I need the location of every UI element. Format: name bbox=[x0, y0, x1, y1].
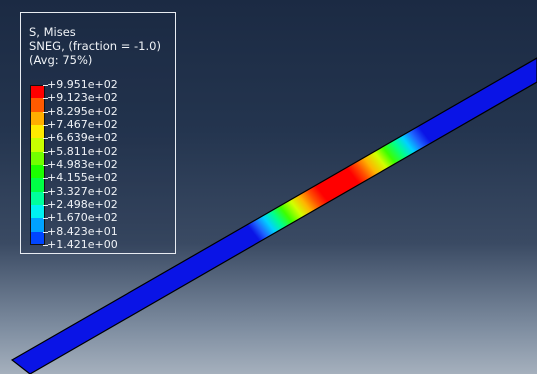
contour-tick-label: +6.639e+02 bbox=[47, 131, 118, 145]
contour-tick-label: +8.423e+01 bbox=[47, 224, 118, 238]
mesh-strip[interactable] bbox=[10, 57, 537, 374]
contour-tick-mark bbox=[43, 85, 48, 86]
contour-tick-mark bbox=[43, 204, 48, 206]
legend-variable-title: S, Mises bbox=[29, 25, 76, 39]
contour-tick-mark bbox=[43, 244, 48, 246]
contour-tick-label: +9.123e+02 bbox=[47, 91, 118, 105]
contour-tick-mark bbox=[43, 191, 48, 193]
contour-band bbox=[30, 85, 45, 99]
contour-tick-mark bbox=[43, 151, 48, 153]
contour-tick-label: +2.498e+02 bbox=[47, 197, 118, 211]
contour-band bbox=[30, 138, 45, 152]
contour-tick-label: +3.327e+02 bbox=[47, 184, 118, 198]
legend-averaging-title: (Avg: 75%) bbox=[29, 53, 93, 67]
contour-band bbox=[30, 178, 45, 192]
contour-legend[interactable]: S, Mises SNEG, (fraction = -1.0) (Avg: 7… bbox=[20, 12, 176, 254]
contour-tick-label: +4.155e+02 bbox=[47, 171, 118, 185]
contour-tick-label: +8.295e+02 bbox=[47, 104, 118, 118]
contour-tick-label: +9.951e+02 bbox=[47, 78, 118, 91]
contour-band bbox=[30, 164, 45, 179]
contour-tick-label: +4.983e+02 bbox=[47, 157, 118, 171]
contour-band bbox=[30, 231, 45, 245]
contour-band bbox=[30, 191, 45, 205]
contour-tick-mark bbox=[43, 124, 48, 126]
contour-tick-mark bbox=[43, 138, 48, 140]
contour-color-bar bbox=[30, 85, 45, 245]
contour-tick-mark bbox=[43, 231, 48, 233]
contour-tick-mark bbox=[43, 98, 48, 100]
legend-section-point-title: SNEG, (fraction = -1.0) bbox=[29, 39, 161, 53]
contour-tick-label: +5.811e+02 bbox=[47, 144, 118, 158]
contour-tick-mark bbox=[43, 164, 48, 166]
contour-band bbox=[30, 98, 45, 112]
contour-tick-mark bbox=[43, 218, 48, 220]
contour-tick-mark bbox=[43, 178, 48, 180]
contour-band bbox=[30, 218, 45, 232]
contour-band bbox=[30, 204, 45, 219]
contour-band bbox=[30, 151, 45, 165]
contour-tick-label: +1.421e+00 bbox=[47, 237, 118, 251]
contour-tick-label: +1.670e+02 bbox=[47, 211, 118, 225]
contour-band bbox=[30, 124, 45, 139]
contour-band bbox=[30, 111, 45, 125]
contour-tick-mark bbox=[43, 111, 48, 113]
contour-tick-label: +7.467e+02 bbox=[47, 117, 118, 131]
